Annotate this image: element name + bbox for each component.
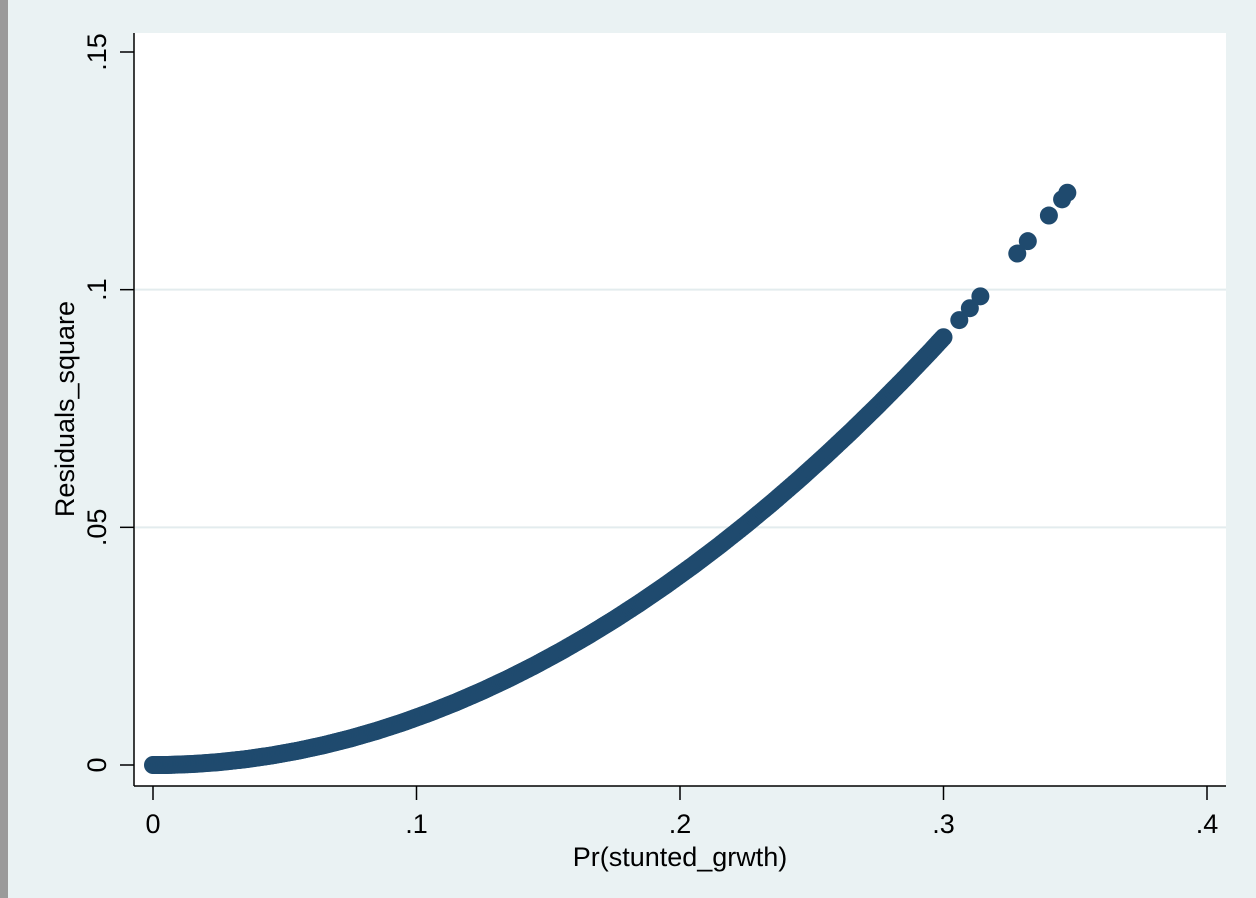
x-tick-label: .3 (932, 809, 955, 839)
x-axis-title: Pr(stunted_grwth) (573, 842, 788, 872)
data-point (1018, 232, 1037, 251)
gridlines (135, 288, 1226, 529)
data-point (1039, 206, 1058, 225)
y-axis-title: Residuals_square (50, 301, 80, 517)
data-point (960, 299, 979, 318)
data-markers (144, 183, 1077, 774)
plot-area (134, 33, 1226, 786)
data-point (1008, 244, 1027, 263)
x-tick-label: .1 (405, 809, 428, 839)
y-tick-label: 0 (82, 757, 112, 772)
data-point (1058, 183, 1077, 202)
y-tick-label: .05 (82, 509, 112, 547)
data-point (950, 311, 969, 330)
y-tick-label: .1 (82, 278, 112, 301)
left-border (0, 0, 8, 898)
x-tick-label: .2 (669, 809, 692, 839)
y-tick-label: .15 (82, 33, 112, 71)
data-point (971, 287, 990, 306)
data-point (934, 328, 953, 347)
x-tick-label: 0 (145, 809, 160, 839)
ticks: 0 .1 .2 .3 .4 0 .05 .1 .15 (82, 33, 1218, 839)
x-tick-label: .4 (1196, 809, 1219, 839)
